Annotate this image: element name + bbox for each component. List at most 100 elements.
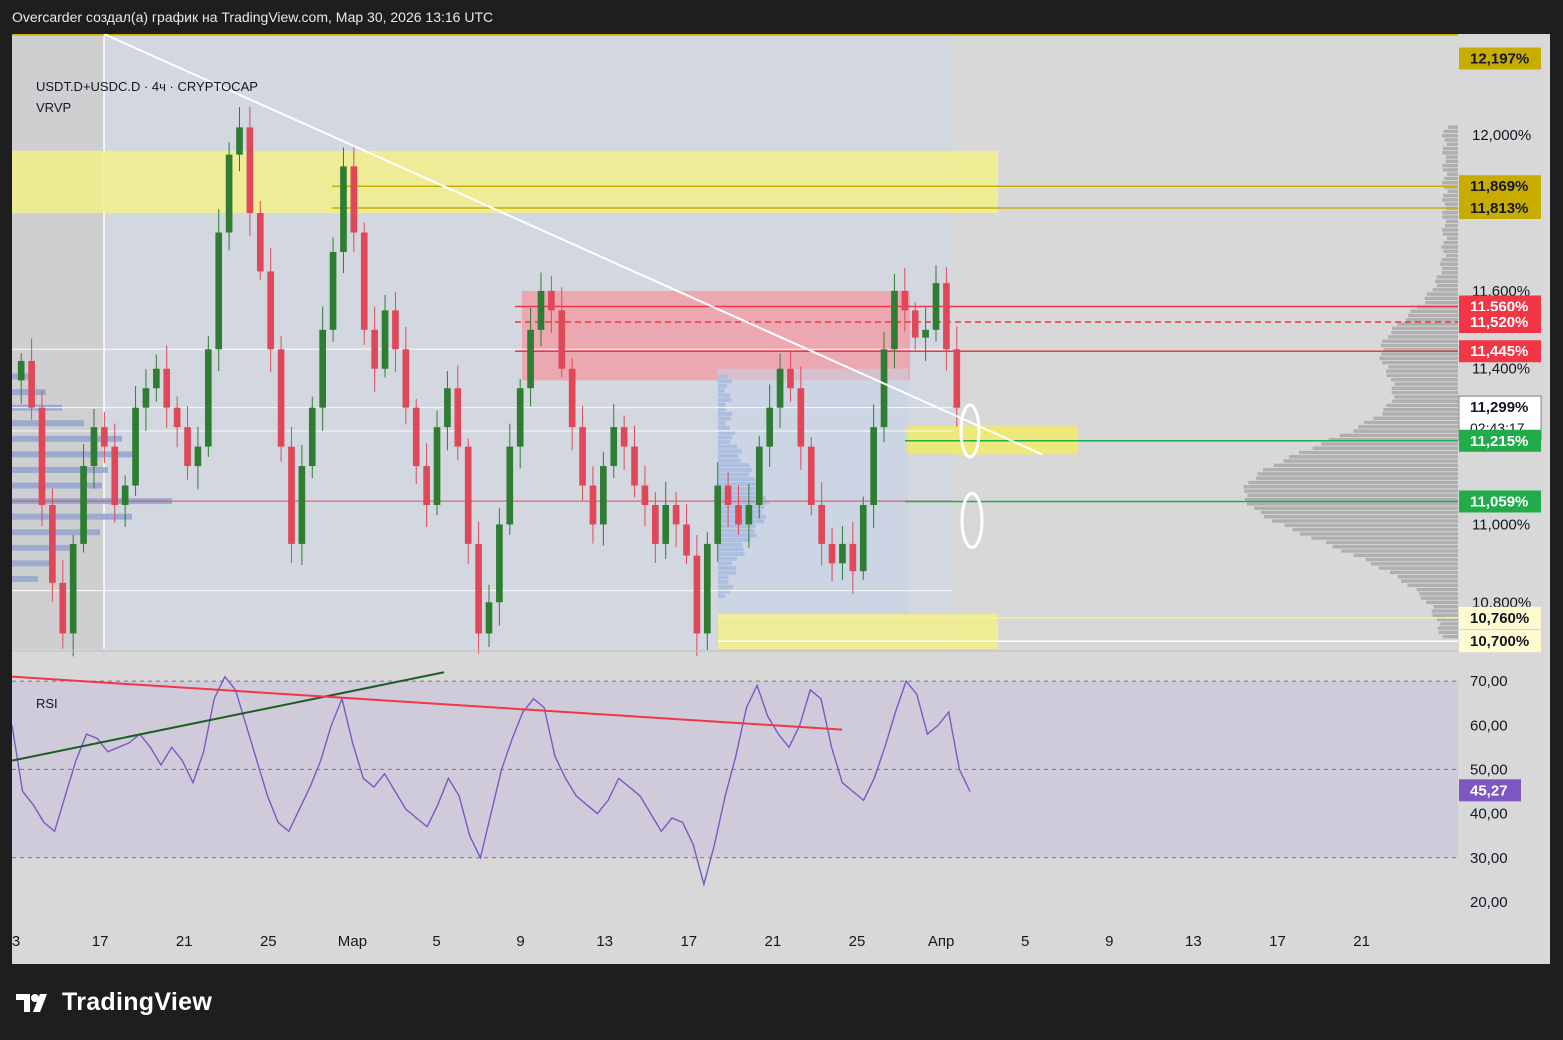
volume-profile-bar: [1341, 549, 1458, 553]
time-axis-tick: 25: [260, 933, 277, 950]
candle-body: [620, 427, 628, 447]
volume-profile-bar: [718, 425, 730, 430]
volume-profile-bar: [1405, 318, 1458, 322]
price-tag-label: 11,520%: [1470, 314, 1528, 331]
chart-panel[interactable]: 12,000% 11,600% 11,400% 11,000% 10,800% 12,19…: [12, 34, 1550, 964]
candle-body: [600, 466, 607, 525]
volume-profile-bar: [1388, 335, 1458, 339]
candle-body: [506, 446, 514, 525]
volume-profile-bar: [718, 594, 725, 599]
volume-profile-bar: [1353, 553, 1458, 557]
candle-body: [589, 485, 597, 525]
volume-profile-bar: [1385, 369, 1458, 373]
volume-profile-bar: [1425, 300, 1458, 305]
volume-profile-bar: [1379, 356, 1458, 361]
volume-profile-bar: [1432, 288, 1458, 292]
candle-body: [818, 504, 825, 544]
candle-body: [49, 504, 56, 583]
tradingview-brand[interactable]: TradingView: [16, 988, 212, 1017]
volume-profile-bar: [1431, 609, 1458, 613]
volume-profile-bar: [1442, 163, 1458, 168]
candle-body: [683, 524, 690, 556]
volume-profile-bar: [1394, 395, 1458, 399]
candle-body: [204, 349, 212, 447]
candle-body: [350, 166, 358, 233]
chart-canvas[interactable]: 12,000%11,600%11,400%11,000%10,800%12,19…: [12, 34, 1550, 964]
candle-body: [579, 427, 586, 486]
price-axis-tick: 11,000%: [1472, 516, 1530, 533]
candle-body: [423, 466, 430, 505]
volume-profile-bar: [1445, 155, 1458, 159]
volume-profile-bar: [718, 524, 756, 528]
candle-body: [797, 388, 805, 447]
candle-body: [631, 446, 638, 486]
volume-profile-bar: [1443, 129, 1458, 134]
rsi-value-tag-label: 45,27: [1470, 782, 1508, 799]
price-tag-label: 12,197%: [1470, 51, 1529, 68]
demand-zone-bottom: [718, 613, 998, 649]
volume-profile-bar: [1442, 198, 1458, 202]
candle-body: [662, 504, 670, 544]
volume-profile-bar: [1264, 515, 1458, 519]
volume-profile-bar: [718, 495, 767, 500]
volume-profile-bar: [718, 500, 770, 505]
time-axis-tick: 3: [12, 933, 20, 950]
volume-profile-bar: [1444, 176, 1458, 181]
time-axis-tick: 21: [765, 933, 782, 950]
candle-body: [142, 388, 150, 408]
candle-body: [610, 427, 618, 467]
time-axis-tick: 25: [849, 933, 866, 950]
volume-profile-bar: [718, 538, 751, 543]
candle-body: [412, 407, 420, 467]
volume-profile-bar: [1292, 527, 1458, 532]
volume-profile-bar: [1391, 378, 1458, 382]
candle-body: [173, 407, 181, 428]
volume-profile-bar: [1339, 433, 1458, 438]
candle-body: [38, 407, 46, 505]
volume-profile-bar: [1391, 386, 1458, 390]
volume-profile-bar: [12, 560, 52, 567]
volume-profile-bar: [1321, 442, 1458, 446]
candle-body: [735, 504, 742, 525]
volume-profile-bar: [1442, 211, 1458, 215]
volume-profile-bar: [1382, 360, 1458, 365]
candle-body: [132, 407, 139, 486]
volume-profile-bar: [1420, 596, 1458, 600]
volume-profile-bar: [718, 547, 744, 552]
time-axis-tick: 5: [1021, 933, 1029, 950]
volume-profile-bar: [12, 529, 100, 536]
candle-body: [236, 127, 243, 155]
volume-profile-bar: [718, 580, 729, 585]
volume-profile-bar: [718, 388, 725, 393]
volume-profile-bar: [1373, 416, 1458, 420]
symbol-title[interactable]: USDT.D+USDC.D · 4ч · CRYPTOCAP: [36, 79, 258, 94]
time-axis-tick: 13: [1185, 933, 1202, 950]
volume-profile-bar: [1443, 185, 1458, 189]
candle-body: [101, 427, 108, 447]
candle-body: [922, 329, 929, 338]
vrvp-indicator-label[interactable]: VRVP: [36, 100, 72, 115]
candle-body: [641, 485, 649, 505]
candle-body: [277, 349, 285, 447]
time-axis-tick: 21: [176, 933, 193, 950]
candle-body: [153, 368, 160, 389]
candle-body: [329, 251, 337, 330]
volume-profile-bar: [1442, 228, 1458, 232]
volume-profile-bar: [1433, 604, 1458, 609]
volume-profile-bar: [1437, 626, 1458, 630]
rsi-axis-tick: 50,00: [1470, 761, 1508, 778]
volume-profile-bar: [1381, 352, 1458, 356]
rsi-indicator-label[interactable]: RSI: [36, 696, 58, 711]
volume-profile-bar: [1447, 172, 1458, 176]
volume-profile-bar: [1419, 592, 1458, 596]
volume-profile-bar: [1445, 219, 1458, 224]
volume-profile-bar: [1416, 587, 1458, 592]
time-axis-tick: 9: [516, 933, 524, 950]
volume-profile-bar: [1426, 600, 1458, 605]
volume-profile-bar: [1391, 330, 1458, 335]
price-tag-label: 10,700%: [1470, 633, 1529, 650]
candle-body: [28, 360, 35, 408]
candle-body: [527, 329, 534, 389]
candle-body: [215, 232, 223, 350]
candle-body: [308, 407, 316, 467]
